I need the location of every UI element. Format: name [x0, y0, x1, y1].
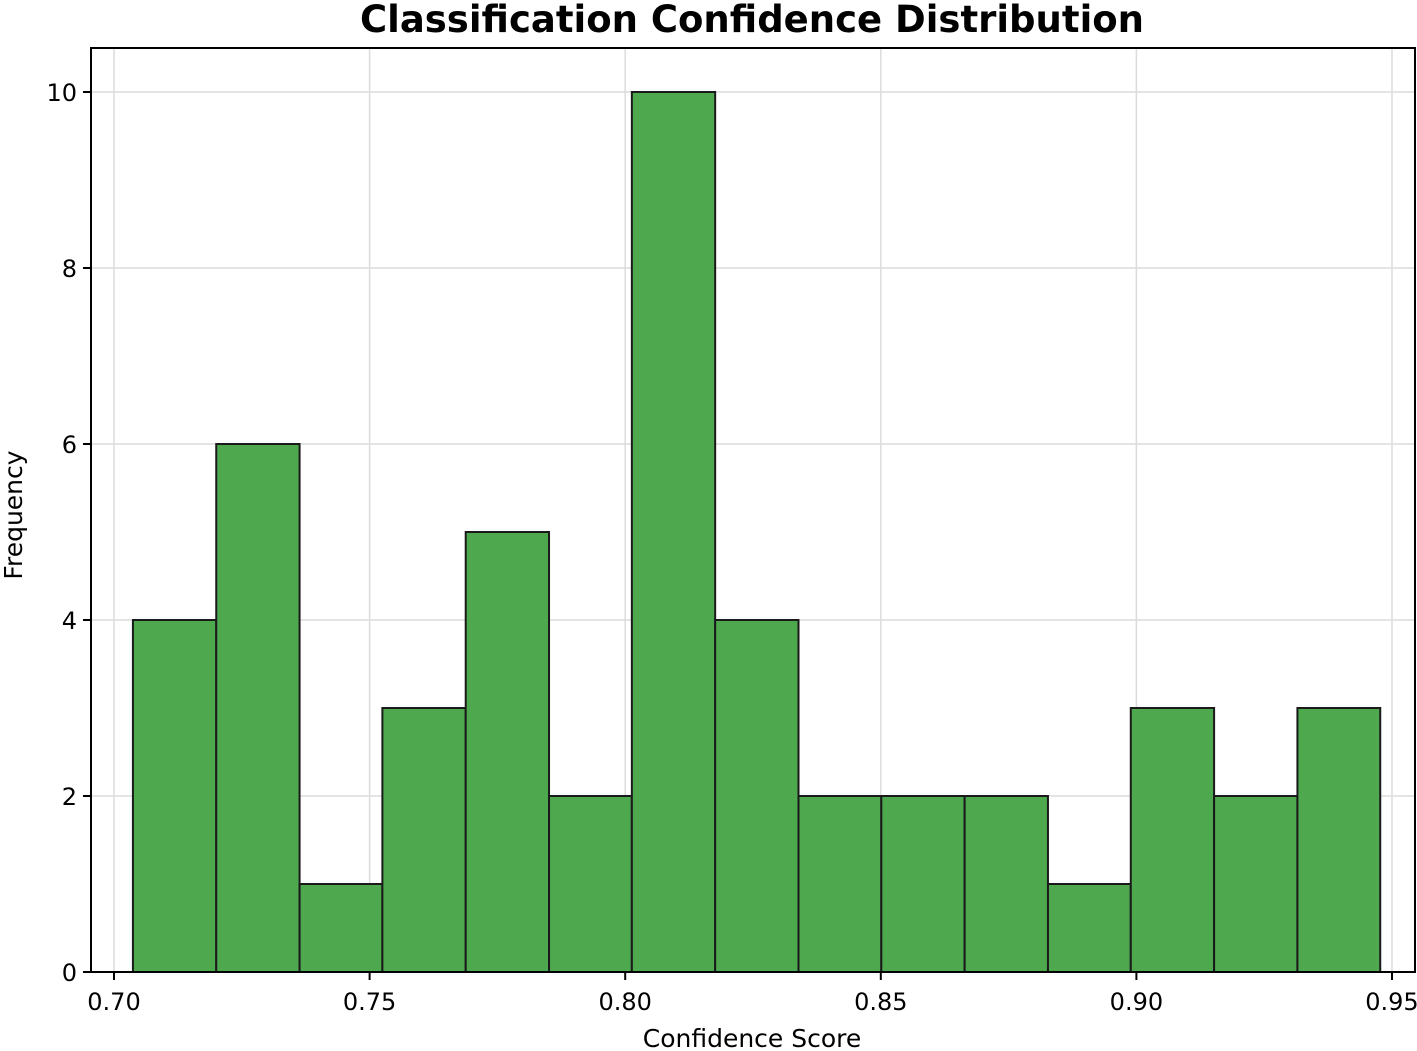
- y-tick-label: 10: [46, 79, 77, 107]
- histogram-bar: [1129, 707, 1216, 973]
- x-axis-label: Confidence Score: [643, 1024, 862, 1051]
- x-tick-label: 0.80: [598, 988, 651, 1016]
- x-axis-ticks: 0.70 0.75 0.80 0.85 0.90 0.95: [87, 972, 1417, 1016]
- y-tick-label: 0: [62, 959, 77, 987]
- histogram-bar: [630, 91, 717, 973]
- y-tick-label: 2: [62, 783, 77, 811]
- y-tick-label: 8: [62, 255, 77, 283]
- histogram-bar: [1296, 707, 1382, 973]
- histogram-bar: [880, 795, 966, 973]
- histogram-bar: [464, 531, 551, 973]
- bars: [131, 91, 1382, 973]
- histogram-bar: [1213, 795, 1299, 973]
- plot-frame: [90, 47, 1416, 973]
- x-tick-label: 0.90: [1110, 988, 1163, 1016]
- histogram-bar: [963, 795, 1049, 973]
- x-tick-label: 0.85: [854, 988, 907, 1016]
- histogram-bar: [1046, 883, 1132, 973]
- histogram-bar: [548, 795, 633, 973]
- y-tick-label: 4: [62, 607, 77, 635]
- histogram-bar: [131, 619, 218, 973]
- y-axis-label: Frequency: [0, 450, 28, 579]
- chart-title: Classification Confidence Distribution: [360, 0, 1144, 41]
- y-axis-ticks: 0 2 4 6 8 10: [46, 79, 91, 987]
- y-tick-label: 6: [62, 431, 77, 459]
- histogram-bar: [381, 707, 467, 973]
- x-tick-label: 0.95: [1365, 988, 1417, 1016]
- x-tick-label: 0.75: [343, 988, 396, 1016]
- x-tick-label: 0.70: [87, 988, 140, 1016]
- histogram-bar: [797, 795, 883, 973]
- histogram-bar: [714, 619, 800, 973]
- histogram-bar: [298, 883, 384, 973]
- histogram-bar: [215, 443, 301, 973]
